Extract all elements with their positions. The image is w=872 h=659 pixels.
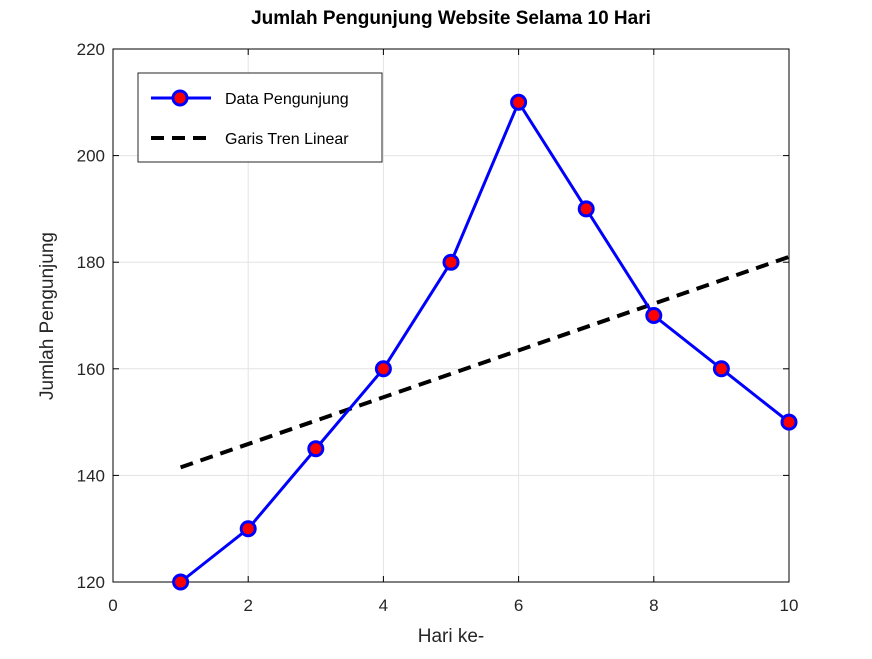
x-tick-label: 10	[780, 596, 799, 615]
y-tick-label: 160	[77, 360, 105, 379]
x-tick-label: 0	[108, 596, 117, 615]
legend-label-data-pengunjung: Data Pengunjung	[225, 91, 349, 108]
series-line-garis-tren-linear	[179, 254, 790, 470]
axis-ticks: 0 2 4 6 8 10 120 140 160 180 200 220	[77, 40, 799, 615]
y-tick-label: 180	[77, 253, 105, 272]
x-tick-label: 2	[243, 596, 252, 615]
legend-marker-data-pengunjung	[171, 89, 189, 107]
x-tick-label: 8	[649, 596, 658, 615]
legend-label-garis-tren-linear: Garis Tren Linear	[225, 131, 349, 148]
y-axis-label: Jumlah Pengunjung	[37, 232, 58, 400]
chart-title: Jumlah Pengunjung Website Selama 10 Hari	[251, 8, 651, 29]
y-tick-label: 220	[77, 40, 105, 59]
legend-box	[137, 72, 383, 163]
data-point-marker	[374, 360, 392, 378]
x-tick-label: 4	[379, 596, 388, 615]
y-tick-label: 120	[77, 573, 105, 592]
data-point-marker	[712, 360, 730, 378]
data-point-marker	[307, 440, 325, 458]
series-line-data-pengunjung	[179, 99, 790, 584]
legend: Data Pengunjung Garis Tren Linear	[137, 72, 383, 163]
data-point-marker	[645, 307, 663, 324]
y-tick-label: 200	[77, 147, 105, 166]
series-layer	[172, 93, 798, 591]
data-point-marker	[239, 520, 257, 538]
data-point-marker	[442, 253, 460, 271]
x-axis-label: Hari ke-	[418, 626, 485, 647]
x-tick-label: 6	[514, 596, 523, 615]
plot-area-frame	[112, 48, 790, 583]
data-point-marker	[577, 200, 595, 218]
data-point-marker	[780, 413, 798, 431]
y-tick-label: 140	[77, 466, 105, 485]
data-point-marker	[172, 573, 190, 591]
data-point-marker	[510, 93, 528, 111]
